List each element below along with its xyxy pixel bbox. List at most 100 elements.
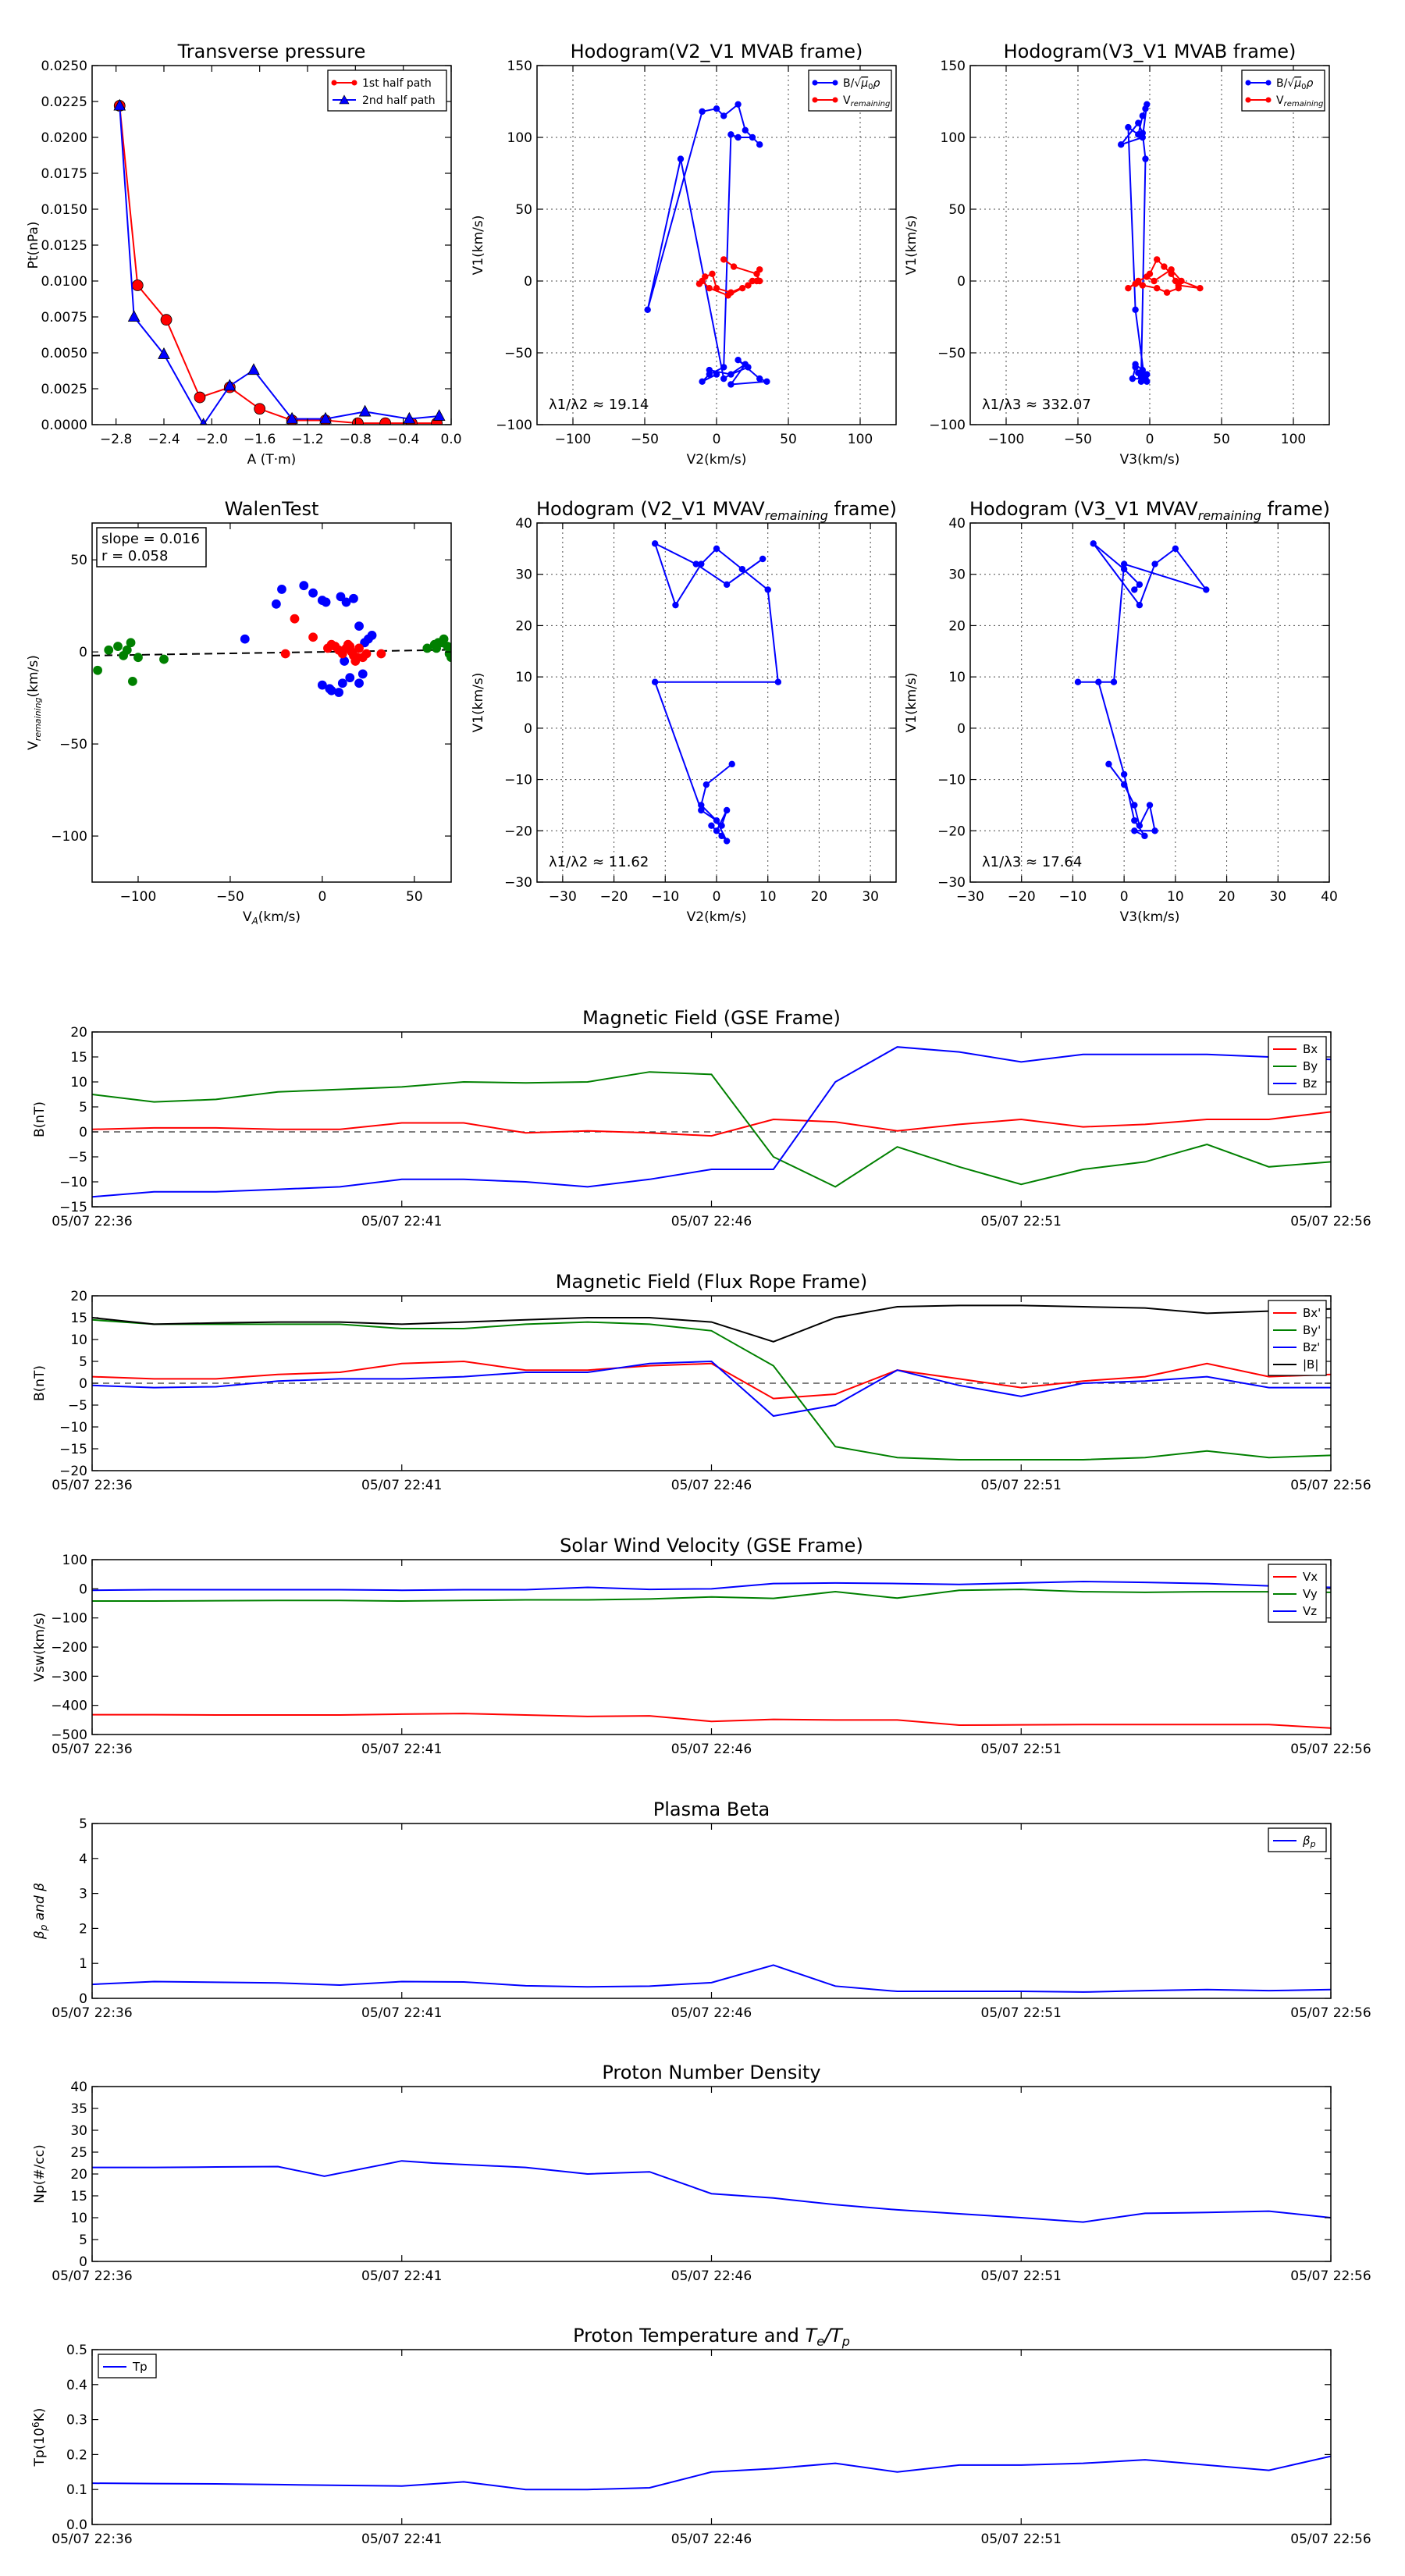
data-point bbox=[317, 680, 327, 690]
legend-label: |B| bbox=[1303, 1357, 1318, 1372]
x-tick-label: −10 bbox=[1058, 889, 1087, 905]
y-tick-label: 10 bbox=[70, 2211, 87, 2226]
chart-hodo_v3v1_mvav: −30 −20 −10 0 10 20 30 40−30−20−10010203040Hodo… bbox=[904, 498, 1338, 925]
data-point bbox=[1141, 832, 1148, 840]
y-tick-label: 3 bbox=[79, 1887, 87, 1902]
data-point bbox=[753, 277, 760, 285]
data-point bbox=[742, 361, 749, 368]
data-point bbox=[280, 649, 290, 659]
y-tick-label: 5 bbox=[79, 1354, 87, 1370]
data-point bbox=[432, 409, 446, 421]
data-point bbox=[341, 597, 351, 607]
data-point bbox=[1120, 770, 1128, 778]
x-tick-label: 05/07 22:51 bbox=[981, 1742, 1062, 1757]
legend-label: Bx' bbox=[1303, 1306, 1321, 1320]
series-line bbox=[646, 102, 767, 386]
fit-line bbox=[92, 649, 451, 656]
x-tick-label: −50 bbox=[216, 889, 244, 905]
x-tick-label: 10 bbox=[1167, 889, 1184, 905]
data-point bbox=[247, 363, 260, 375]
plot-area bbox=[1074, 540, 1210, 840]
chart-hodo_v2v1_mvab: −100 −50 0 50 100 −100 −50 0 50 100 150 Hodogram(V2… bbox=[471, 41, 897, 468]
data-point bbox=[286, 411, 298, 424]
x-tick-label: 05/07 22:41 bbox=[361, 1478, 442, 1493]
y-tick-label: −10 bbox=[59, 1175, 87, 1190]
legend-label: Bz' bbox=[1303, 1340, 1320, 1354]
chart-title: Magnetic Field (GSE Frame) bbox=[582, 1007, 841, 1029]
legend-frame bbox=[1268, 1036, 1327, 1095]
data-point bbox=[1125, 123, 1132, 131]
y-tick-label: 30 bbox=[70, 2123, 87, 2139]
legend-marker bbox=[812, 80, 818, 86]
y-tick-label: −5 bbox=[68, 1398, 87, 1414]
y-tick-label: 20 bbox=[515, 618, 532, 634]
y-tick-label: 0 bbox=[79, 1376, 87, 1392]
chart-title: Hodogram(V3_V1 MVAB frame) bbox=[1004, 41, 1297, 62]
series-line bbox=[92, 1304, 1331, 1343]
data-point bbox=[336, 592, 346, 602]
data-point bbox=[1139, 112, 1146, 119]
data-point bbox=[277, 585, 286, 594]
y-tick-label: 0.3 bbox=[66, 2413, 87, 2428]
data-point bbox=[367, 630, 377, 640]
series-Vz bbox=[92, 1580, 1331, 1592]
y-axis-label: Vsw(km/s) bbox=[32, 1613, 48, 1682]
series-line bbox=[92, 1046, 1331, 1198]
plot-frame bbox=[91, 522, 452, 883]
data-point bbox=[1136, 601, 1144, 609]
y-tick-label: −100 bbox=[929, 418, 966, 433]
x-tick-label: 50 bbox=[780, 432, 797, 447]
legend-marker bbox=[1265, 97, 1272, 103]
data-point bbox=[113, 642, 123, 651]
x-tick-label: 05/07 22:36 bbox=[52, 1742, 132, 1757]
x-tick-label: 05/07 22:36 bbox=[52, 1214, 132, 1229]
data-point bbox=[713, 285, 720, 292]
series-line bbox=[1119, 104, 1148, 382]
x-tick-label: 30 bbox=[1269, 889, 1286, 905]
data-point bbox=[358, 404, 372, 417]
x-tick-label: 05/07 22:46 bbox=[671, 2532, 752, 2547]
y-tick-label: 100 bbox=[941, 130, 966, 146]
data-point bbox=[308, 632, 318, 642]
data-point bbox=[1105, 760, 1112, 768]
x-tick-label: −2.0 bbox=[196, 432, 228, 447]
plot-area bbox=[113, 98, 446, 425]
data-point bbox=[699, 378, 706, 385]
data-point bbox=[1161, 263, 1168, 270]
data-point bbox=[692, 560, 699, 568]
data-point bbox=[677, 155, 685, 162]
data-point bbox=[1153, 285, 1161, 292]
data-point bbox=[720, 112, 727, 119]
y-tick-label: −500 bbox=[51, 1727, 87, 1743]
data-point bbox=[354, 643, 364, 653]
data-point bbox=[749, 133, 756, 141]
y-tick-label: 0.4 bbox=[66, 2378, 87, 2393]
data-point bbox=[354, 678, 364, 688]
data-point bbox=[240, 634, 250, 644]
data-point bbox=[709, 270, 716, 277]
data-point bbox=[1144, 273, 1151, 280]
y-tick-label: 25 bbox=[70, 2145, 87, 2161]
data-point bbox=[1129, 375, 1136, 382]
series-line bbox=[119, 105, 437, 425]
y-tick-label: 0 bbox=[79, 1125, 87, 1140]
x-tick-label: −100 bbox=[988, 432, 1025, 447]
series-line bbox=[92, 2160, 1331, 2223]
x-tick-label: 05/07 22:56 bbox=[1290, 2532, 1371, 2547]
y-tick-label: −300 bbox=[51, 1669, 87, 1685]
data-point bbox=[1139, 282, 1146, 289]
y-tick-label: 0 bbox=[524, 721, 532, 737]
chart-title: Plasma Beta bbox=[653, 1799, 770, 1820]
y-tick-label: −100 bbox=[51, 829, 87, 845]
chart-transverse_pressure: −2.8 −2.4 −2.0 −1.6 −1.2 −0.8 −0.4 0.0 0.0000 0.0… bbox=[26, 41, 462, 468]
plot-frame bbox=[91, 1823, 1332, 1999]
y-tick-label: 100 bbox=[62, 1553, 87, 1568]
data-point bbox=[723, 806, 731, 814]
y-tick-label: 0.0225 bbox=[41, 94, 87, 110]
data-point bbox=[713, 817, 720, 824]
data-point bbox=[159, 654, 169, 664]
x-axis-label: V3(km/s) bbox=[1120, 909, 1180, 925]
x-axis-label: V3(km/s) bbox=[1120, 452, 1180, 468]
chart-solar_wind: 05/07 22:36 05/07 22:41 05/07 22:46 05/07 2… bbox=[32, 1535, 1371, 1757]
data-point bbox=[308, 588, 318, 598]
